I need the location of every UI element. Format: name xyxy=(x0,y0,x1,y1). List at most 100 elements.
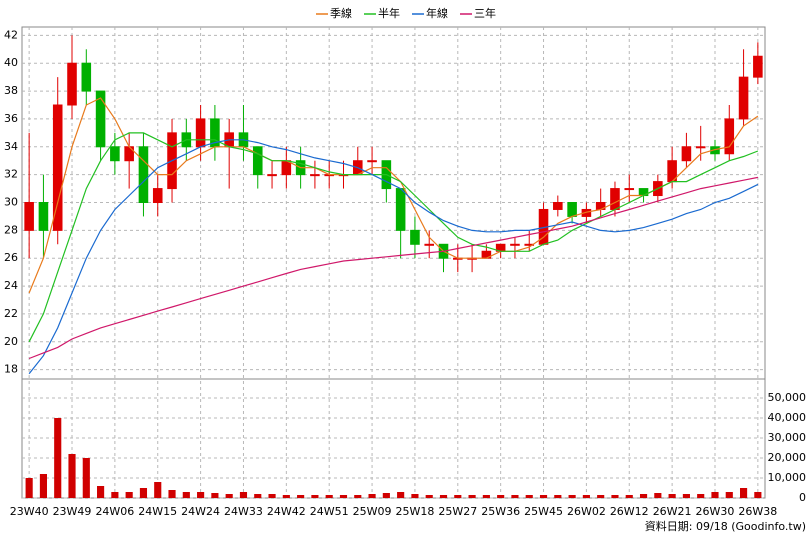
volume-bar xyxy=(411,494,419,498)
legend-label: 年線 xyxy=(426,6,448,20)
volume-bar xyxy=(525,495,533,498)
volume-bar xyxy=(511,495,519,498)
candle-body xyxy=(395,188,406,231)
candle-body xyxy=(424,243,435,246)
ma-line xyxy=(28,139,759,375)
candle-body xyxy=(310,174,320,177)
candle-body xyxy=(567,202,577,217)
candle-body xyxy=(52,104,63,231)
x-tick-label: 24W42 xyxy=(267,505,306,518)
y-tick-label: 18 xyxy=(4,363,18,376)
volume-bar xyxy=(325,495,333,498)
volume-bar xyxy=(368,494,376,498)
candle-body xyxy=(510,243,520,246)
legend-label: 季線 xyxy=(330,6,352,20)
volume-bar xyxy=(339,495,348,498)
candle-body xyxy=(624,188,635,191)
plot-frame xyxy=(21,26,766,499)
volume-tick-label: 10,000 xyxy=(768,471,807,484)
volume-bar xyxy=(197,492,205,498)
volume-bar xyxy=(597,495,605,498)
candle-body xyxy=(610,188,620,210)
candle-body xyxy=(110,146,120,162)
footer: 資料日期: 09/18 (Goodinfo.tw) xyxy=(645,519,806,533)
volume-bar xyxy=(25,478,33,498)
y-tick-label: 20 xyxy=(4,335,18,348)
candle-body xyxy=(267,174,277,177)
ma-line xyxy=(28,97,759,294)
volume-bar xyxy=(654,493,662,498)
volume-bar xyxy=(311,495,319,498)
x-tick-label: 25W27 xyxy=(438,505,477,518)
candle-body xyxy=(152,188,163,203)
volume-bar xyxy=(711,492,719,498)
candle-body xyxy=(252,146,263,176)
x-tick-label: 26W12 xyxy=(610,505,649,518)
y-tick-label: 40 xyxy=(4,56,18,69)
y-tick-label: 38 xyxy=(4,84,18,97)
x-tick-label: 24W33 xyxy=(224,505,263,518)
volume-bar xyxy=(382,493,390,498)
x-tick-label: 25W36 xyxy=(481,505,520,518)
candle-body xyxy=(67,62,77,106)
volume-tick-label: 20,000 xyxy=(768,451,807,464)
volume-bar xyxy=(211,493,219,498)
volume-bar xyxy=(254,494,262,498)
x-tick-label: 26W38 xyxy=(738,505,777,518)
volume-bar xyxy=(482,495,490,498)
volume-bar xyxy=(497,495,505,498)
candle-body xyxy=(553,202,563,210)
ma-line xyxy=(28,176,759,360)
x-tick-label: 24W24 xyxy=(181,505,220,518)
volume-bar xyxy=(454,495,462,498)
volume-bar xyxy=(39,474,48,498)
volume-bar xyxy=(611,495,619,498)
x-tick-label: 25W09 xyxy=(353,505,392,518)
x-tick-label: 26W30 xyxy=(696,505,735,518)
x-tick-label: 24W15 xyxy=(138,505,177,518)
volume-bar xyxy=(268,494,276,498)
y-tick-label: 24 xyxy=(4,279,18,292)
candle-body xyxy=(95,90,106,148)
candle-body xyxy=(681,146,692,162)
candle-body xyxy=(38,202,49,231)
y-tick-label: 22 xyxy=(4,307,18,320)
volume-bar xyxy=(668,494,676,498)
volume-bar xyxy=(739,488,748,498)
volume-tick-label: 40,000 xyxy=(768,411,807,424)
volume-bar xyxy=(468,495,476,498)
volume-tick-label: 30,000 xyxy=(768,431,807,444)
volume-bar xyxy=(68,454,76,498)
volume-bar xyxy=(725,492,733,498)
y-tick-label: 36 xyxy=(4,112,18,125)
legend-label: 半年 xyxy=(378,6,400,20)
volume-bar xyxy=(225,494,233,498)
candle-body xyxy=(724,118,735,155)
volume-bar xyxy=(625,495,633,498)
volume-bar xyxy=(297,495,305,498)
x-tick-label: 23W49 xyxy=(53,505,92,518)
candle-body xyxy=(753,55,763,78)
x-tick-label: 26W02 xyxy=(567,505,606,518)
candle-body xyxy=(195,118,206,148)
volume-bar xyxy=(239,492,248,498)
candle-body xyxy=(138,146,149,204)
y-tick-label: 34 xyxy=(4,140,18,153)
x-tick-label: 24W51 xyxy=(310,505,349,518)
volume-bar xyxy=(554,495,562,498)
volume-bar xyxy=(439,495,448,498)
volume-bar xyxy=(697,494,705,498)
y-tick-label: 42 xyxy=(4,28,18,41)
volume-bar xyxy=(539,495,548,498)
candle-body xyxy=(81,62,92,92)
candle-body xyxy=(695,146,706,149)
volume-tick-label: 50,000 xyxy=(768,391,807,404)
volume-bar xyxy=(111,492,119,498)
volume-bar xyxy=(54,418,62,498)
volume-bar xyxy=(397,492,405,498)
volume-bar xyxy=(282,495,290,498)
volume-bar xyxy=(354,495,362,498)
volume-bar xyxy=(582,495,590,498)
